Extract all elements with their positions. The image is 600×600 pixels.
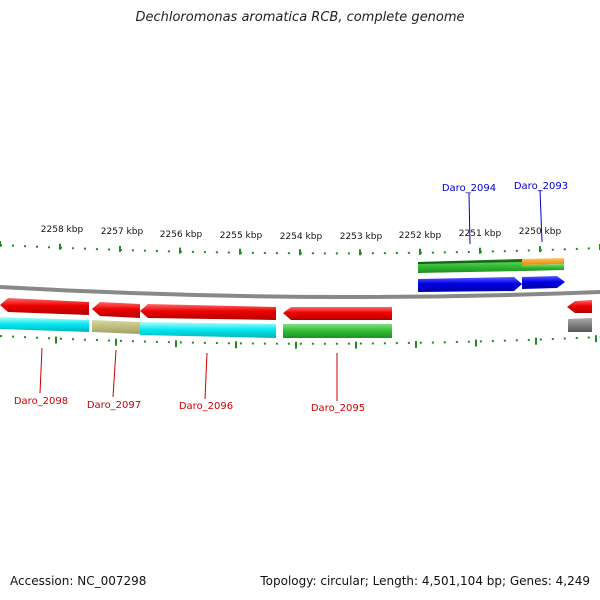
scale-label: 2258 kbp [41, 225, 84, 235]
gene-daro-2094[interactable] [418, 277, 522, 292]
label-leader [112, 349, 117, 398]
gene-label-daro-2096[interactable]: Daro_2096 [179, 401, 233, 412]
genome-backbone [0, 285, 600, 299]
cog-feature-2096 [140, 322, 276, 338]
gene-labels-bottom: Daro_2098 Daro_2097 Daro_2096 Daro_2095 [14, 347, 365, 414]
gene-daro-2097[interactable] [92, 302, 140, 318]
scale-label: 2257 kbp [101, 227, 144, 237]
gene-daro-2095[interactable] [283, 307, 392, 320]
gene-label-daro-2095[interactable]: Daro_2095 [311, 403, 365, 414]
major-ticks-bottom [55, 335, 597, 349]
gene-partial-right[interactable] [567, 300, 592, 313]
cog-feature-2093 [522, 258, 564, 265]
scale-label: 2254 kbp [280, 232, 323, 242]
gene-labels-top: Daro_2094 Daro_2093 [442, 181, 568, 245]
major-ticks-top [0, 241, 600, 256]
tick-row-bottom [0, 335, 600, 345]
label-leader [539, 189, 543, 243]
cog-feature-edge [418, 259, 522, 264]
cog-feature-2095 [283, 324, 392, 338]
cog-feature-partial [568, 318, 592, 332]
label-leader [204, 352, 208, 400]
map-title: Dechloromonas aromatica RCB, complete ge… [135, 10, 465, 25]
cds-track-forward [418, 276, 565, 292]
scale-label: 2252 kbp [399, 231, 442, 241]
gene-label-daro-2094[interactable]: Daro_2094 [442, 183, 496, 194]
cog-track-reverse [0, 317, 592, 338]
gene-label-daro-2098[interactable]: Daro_2098 [14, 396, 68, 407]
scale-label: 2250 kbp [519, 227, 562, 237]
scale-label: 2256 kbp [160, 230, 203, 240]
cds-track-reverse [0, 298, 592, 320]
accession-text: Accession: NC_007298 [10, 574, 147, 588]
label-leader [468, 192, 471, 245]
genome-stats-text: Topology: circular; Length: 4,501,104 bp… [260, 574, 590, 588]
scale-label: 2253 kbp [340, 232, 383, 242]
scale-labels: 2258 kbp 2257 kbp 2256 kbp 2255 kbp 2254… [41, 225, 562, 242]
gene-daro-2093[interactable] [522, 276, 565, 289]
cog-feature-2093b [522, 264, 564, 271]
cog-feature-2097 [92, 320, 140, 334]
label-leader [39, 347, 43, 394]
cog-track-forward [418, 258, 564, 273]
cog-feature-2098 [0, 317, 89, 332]
gene-label-daro-2097[interactable]: Daro_2097 [87, 400, 141, 411]
scale-label: 2255 kbp [220, 231, 263, 241]
scale-label: 2251 kbp [459, 229, 502, 239]
gene-label-daro-2093[interactable]: Daro_2093 [514, 181, 568, 192]
gene-daro-2098[interactable] [0, 298, 89, 315]
gene-daro-2096[interactable] [140, 304, 276, 320]
